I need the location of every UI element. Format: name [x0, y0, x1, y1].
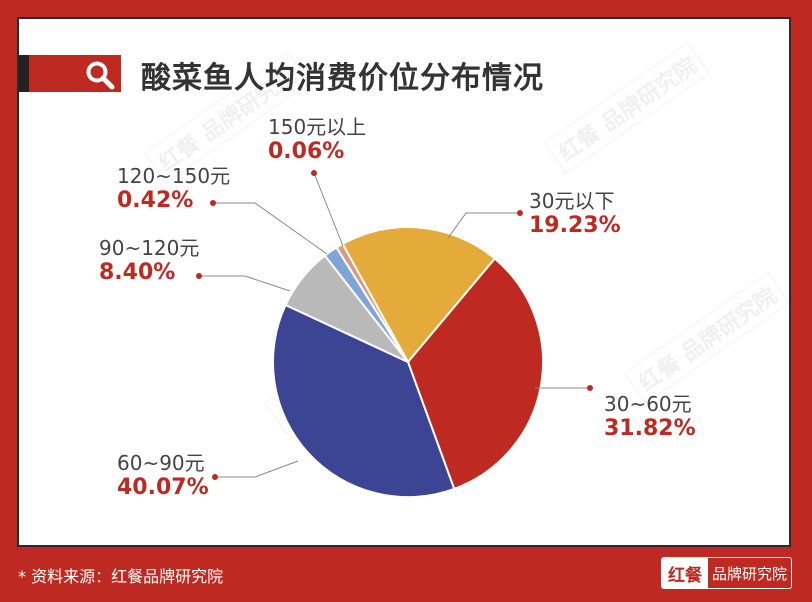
- brand-logo: 红餐 品牌研究院: [661, 557, 793, 589]
- label-under-30: 30元以下 19.23%: [529, 189, 621, 239]
- brand-logo-right: 品牌研究院: [708, 558, 792, 588]
- slice-60-90: [271, 303, 456, 499]
- slice-under-30: [335, 226, 497, 364]
- title-bar: [19, 55, 121, 92]
- search-icon: [86, 61, 115, 90]
- label-90-120: 90~120元 8.40%: [99, 236, 200, 286]
- label-30-60: 30~60元 31.82%: [604, 392, 696, 442]
- label-60-90: 60~90元 40.07%: [117, 451, 209, 501]
- label-150-plus: 150元以上 0.06%: [268, 115, 367, 165]
- page-title: 酸菜鱼人均消费价位分布情况: [141, 61, 544, 96]
- brand-logo-left: 红餐: [662, 558, 708, 588]
- label-120-150: 120~150元 0.42%: [117, 164, 231, 214]
- source-note: * 资料来源：红餐品牌研究院: [18, 567, 224, 586]
- title-bar-accent: [19, 55, 29, 92]
- slice-30-60: [406, 257, 544, 491]
